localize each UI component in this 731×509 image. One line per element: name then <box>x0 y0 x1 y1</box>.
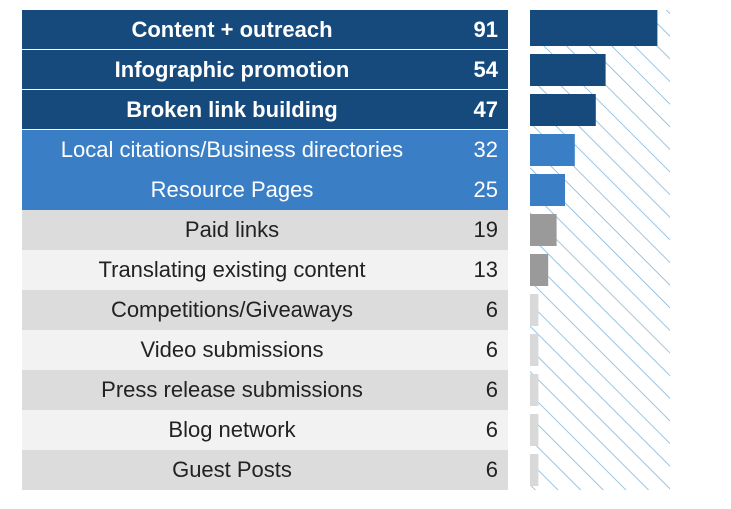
category-label: Paid links <box>184 217 280 242</box>
bar <box>530 174 565 206</box>
value-label: 6 <box>485 297 498 322</box>
bar <box>530 10 658 46</box>
bar-background <box>530 10 670 490</box>
value-label: 25 <box>473 177 498 202</box>
bar <box>530 454 539 486</box>
table-row: Resource Pages 25 <box>22 170 508 210</box>
ranking-table: Content + outreach 91 Infographic promotio… <box>22 10 508 490</box>
bar-chart <box>530 10 670 490</box>
category-label: Guest Posts <box>172 457 292 482</box>
bar <box>530 294 539 326</box>
value-label: 6 <box>485 337 498 362</box>
table-row: Broken link building 47 <box>22 90 508 130</box>
category-label: Press release submissions <box>101 377 363 402</box>
table-row: Video submissions 6 <box>22 330 508 370</box>
bar <box>530 54 606 86</box>
value-label: 32 <box>473 137 498 162</box>
bar <box>530 254 549 286</box>
table-row: Competitions/Giveaways 6 <box>22 290 508 330</box>
category-label: Competitions/Giveaways <box>110 297 354 322</box>
table-row: Translating existing content 13 <box>22 250 508 290</box>
value-label: 6 <box>485 457 498 482</box>
table-row: Guest Posts 6 <box>22 450 508 490</box>
category-label: Infographic promotion <box>114 56 350 82</box>
category-label: Translating existing content <box>98 257 366 282</box>
bar <box>530 334 539 366</box>
bar <box>530 134 575 166</box>
bar <box>530 214 557 246</box>
category-label: Content + outreach <box>131 16 333 42</box>
table-row: Infographic promotion 54 <box>22 50 508 90</box>
table-row: Content + outreach 91 <box>22 10 508 50</box>
value-label: 6 <box>485 377 498 402</box>
value-label: 47 <box>473 96 498 122</box>
table-row: Paid links 19 <box>22 210 508 250</box>
bar <box>530 374 539 406</box>
value-label: 91 <box>473 16 498 42</box>
category-label: Broken link building <box>126 96 338 122</box>
bar <box>530 94 596 126</box>
table-row: Blog network 6 <box>22 410 508 450</box>
value-label: 6 <box>485 417 498 442</box>
category-label: Blog network <box>168 417 296 442</box>
category-label: Video submissions <box>140 337 324 362</box>
table-row: Local citations/Business directories 32 <box>22 130 508 170</box>
value-label: 19 <box>473 217 498 242</box>
category-label: Local citations/Business directories <box>60 137 404 162</box>
value-label: 54 <box>473 56 498 82</box>
value-label: 13 <box>473 257 498 282</box>
bar <box>530 414 539 446</box>
table-row: Press release submissions 6 <box>22 370 508 410</box>
category-label: Resource Pages <box>150 177 314 202</box>
